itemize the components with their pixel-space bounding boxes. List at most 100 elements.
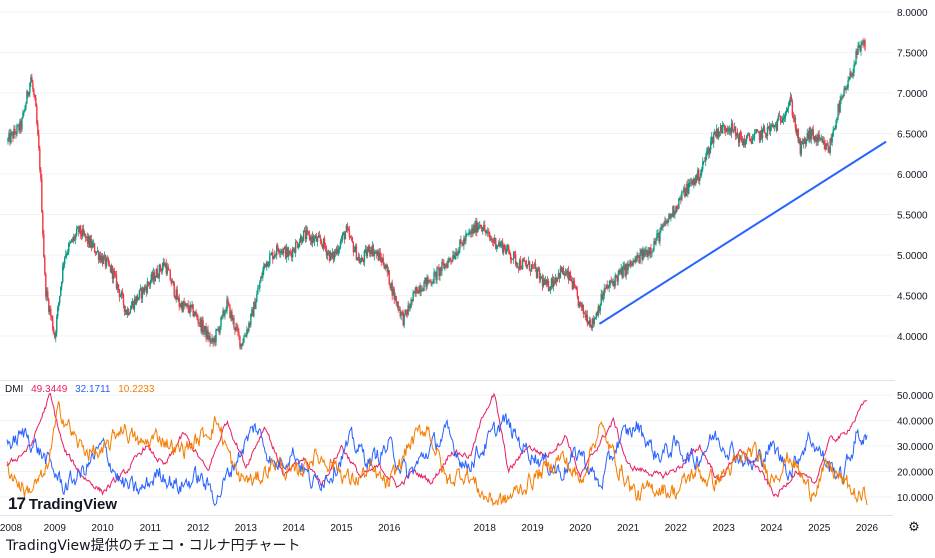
- dmi-legend[interactable]: DMI 49.3449 32.1711 10.2233: [5, 384, 159, 395]
- candle-body: [501, 241, 504, 253]
- candle-body: [160, 270, 162, 272]
- candle-body: [44, 256, 46, 275]
- dmi-y-tick-label: 10.0000: [897, 493, 934, 504]
- dmi-y-axis[interactable]: 50.0000 40.0000 30.0000 20.0000 10.0000: [897, 391, 934, 504]
- time-axis[interactable]: 2008 2009 2010 2011 2012 2013 2014 2015 2016 2018…: [0, 515, 893, 535]
- candle-body: [248, 323, 250, 332]
- candle-body: [357, 256, 360, 258]
- candle-body: [737, 137, 740, 143]
- candle-body: [52, 318, 54, 330]
- candle-body: [738, 132, 741, 143]
- candle-body: [36, 106, 38, 124]
- candle-body: [571, 281, 574, 289]
- candle-body: [210, 340, 212, 343]
- candle-body: [212, 338, 214, 343]
- candle-body: [697, 169, 699, 181]
- candle-body: [789, 96, 792, 104]
- candle-body: [466, 234, 468, 236]
- candle-body: [45, 274, 47, 297]
- candle-body: [518, 260, 521, 269]
- candle-body: [798, 139, 801, 143]
- candle-body: [199, 318, 201, 324]
- candle-body: [150, 274, 153, 282]
- candle-body: [755, 129, 758, 133]
- candle-body: [244, 335, 246, 337]
- candle-body: [124, 310, 127, 312]
- candle-body: [659, 230, 661, 242]
- candle-body: [792, 115, 795, 119]
- candle-body: [667, 218, 669, 224]
- tradingview-logo[interactable]: 17 TradingView: [8, 494, 117, 514]
- candle-body: [223, 310, 225, 316]
- candle-body: [112, 271, 115, 279]
- candle-body: [308, 233, 311, 241]
- candle-body: [843, 89, 845, 97]
- candle-body: [236, 326, 238, 328]
- candle-body: [468, 232, 470, 234]
- candle-body: [298, 241, 301, 247]
- candle-body: [35, 97, 37, 107]
- candle-body: [14, 128, 16, 133]
- candle-body: [174, 296, 176, 299]
- candle-body: [588, 319, 590, 325]
- candle-body: [709, 149, 711, 155]
- candle-body: [340, 239, 343, 242]
- candle-body: [802, 141, 804, 145]
- price-y-axis[interactable]: 8.0000 7.5000 7.0000 6.5000 6.0000 5.5000 5.00…: [897, 8, 928, 343]
- candle-body: [26, 91, 28, 104]
- candle-body: [276, 245, 278, 255]
- candle-body: [369, 249, 372, 254]
- candle-body: [329, 252, 332, 261]
- candle-body: [559, 267, 562, 279]
- candle-body: [413, 291, 415, 293]
- candle-body: [782, 117, 785, 120]
- candle-body: [579, 301, 582, 303]
- candle-body: [275, 254, 277, 256]
- candle-body: [230, 311, 232, 318]
- candle-body: [566, 270, 569, 274]
- candle-body: [440, 267, 442, 272]
- candle-body: [23, 111, 25, 113]
- trendline-layer[interactable]: [598, 140, 887, 325]
- candle-body: [376, 251, 378, 255]
- candle-body: [508, 250, 511, 255]
- candle-body: [178, 297, 180, 307]
- candle-body: [30, 77, 32, 83]
- candle-body: [371, 245, 374, 255]
- candle-body: [39, 148, 41, 170]
- candle-body: [165, 263, 167, 274]
- candle-body: [451, 260, 453, 262]
- candle-body: [718, 131, 721, 133]
- candle-body: [733, 126, 736, 130]
- candle-body: [366, 251, 369, 257]
- candle-body: [121, 292, 124, 295]
- candle-body: [628, 263, 630, 267]
- candle-body: [575, 287, 578, 291]
- candle-body: [476, 220, 478, 233]
- candle-body: [863, 40, 865, 44]
- candle-body: [289, 251, 292, 254]
- candle-body: [55, 332, 57, 338]
- price-y-tick-label: 5.5000: [897, 211, 928, 222]
- candle-body: [64, 256, 66, 264]
- candle-body: [681, 191, 683, 200]
- candle-body: [723, 125, 726, 130]
- candle-body: [722, 125, 725, 127]
- candle-body: [564, 272, 567, 276]
- x-tick-label: 2014: [283, 523, 306, 534]
- candle-body: [696, 175, 698, 181]
- candle-body: [168, 270, 170, 271]
- candle-body: [583, 313, 586, 314]
- candle-body: [233, 317, 235, 328]
- candle-body: [330, 252, 333, 258]
- gear-icon[interactable]: ⚙: [908, 519, 920, 534]
- candle-body: [219, 326, 221, 333]
- candle-body: [356, 257, 359, 261]
- candle-body: [202, 320, 204, 333]
- candle-body: [524, 261, 527, 265]
- candle-body: [675, 206, 677, 214]
- candle-body: [669, 214, 671, 219]
- candle-body: [70, 241, 72, 243]
